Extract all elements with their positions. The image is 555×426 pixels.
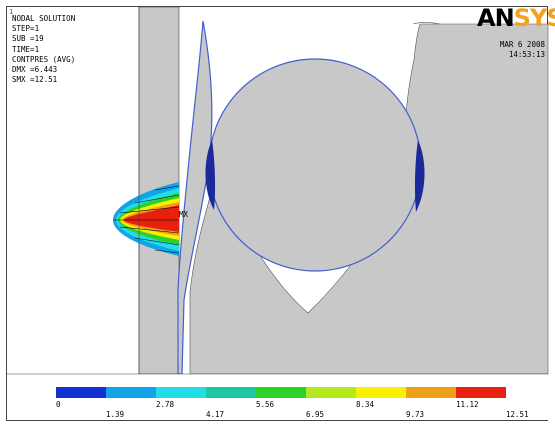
info-line: STEP=1 xyxy=(12,24,40,34)
info-line: NODAL SOLUTION xyxy=(12,14,76,23)
max-marker: MX xyxy=(179,210,189,219)
contour-legend-bar xyxy=(56,387,506,398)
legend-color-segment xyxy=(306,387,356,398)
info-line: SUB =19 xyxy=(12,34,44,44)
legend-label: 0 xyxy=(56,400,61,409)
contact-patch-right xyxy=(414,140,425,212)
legend-color-segment xyxy=(56,387,106,398)
solution-info: NODAL SOLUTION STEP=1 SUB =19 TIME=1 CON… xyxy=(12,14,75,85)
pressure-line xyxy=(134,237,180,246)
legend-color-segment xyxy=(156,387,206,398)
pressure-band xyxy=(124,205,179,232)
info-line: SMX =12.51 xyxy=(12,75,58,85)
pressure-line xyxy=(119,206,180,214)
ansys-logo: ANSYS xyxy=(477,4,555,32)
legend-label: 11.12 xyxy=(456,400,479,409)
legend-label: 4.17 xyxy=(206,410,225,419)
round-pin xyxy=(208,58,422,272)
legend-color-segment xyxy=(106,387,156,398)
legend-color-segment xyxy=(456,387,506,398)
legend-color-segment xyxy=(356,387,406,398)
date-text: MAR 6 2008 xyxy=(499,40,545,49)
legend-color-segment xyxy=(256,387,306,398)
housing-block xyxy=(189,23,549,375)
pressure-plot xyxy=(113,182,180,256)
legend-label: 8.34 xyxy=(356,400,375,409)
legend-label: 6.95 xyxy=(306,410,325,419)
window-index: 1 xyxy=(9,8,14,16)
legend-label: 1.39 xyxy=(106,410,125,419)
info-line: TIME=1 xyxy=(12,44,40,54)
pressure-line xyxy=(154,249,180,254)
legend-label: 9.73 xyxy=(406,410,425,419)
housing-top-lip xyxy=(412,22,441,25)
pressure-line xyxy=(119,226,180,234)
legend-label: 2.78 xyxy=(156,400,175,409)
logo-main-text: AN xyxy=(477,4,515,32)
pressure-line xyxy=(154,185,180,191)
logo-accent-text: SYS xyxy=(513,4,555,32)
info-line: DMX =6.443 xyxy=(12,65,58,75)
info-line: CONTPRES (AVG) xyxy=(12,54,76,64)
legend-label: 5.56 xyxy=(256,400,275,409)
legend-color-segment xyxy=(406,387,456,398)
timestamp: MAR 6 2008 14:53:13 xyxy=(500,40,545,60)
legend-color-segment xyxy=(206,387,256,398)
contact-patch-left xyxy=(205,140,216,210)
legend-label: 12.51 xyxy=(506,410,529,419)
pressure-line xyxy=(134,194,180,204)
time-text: 14:53:13 xyxy=(508,50,545,59)
